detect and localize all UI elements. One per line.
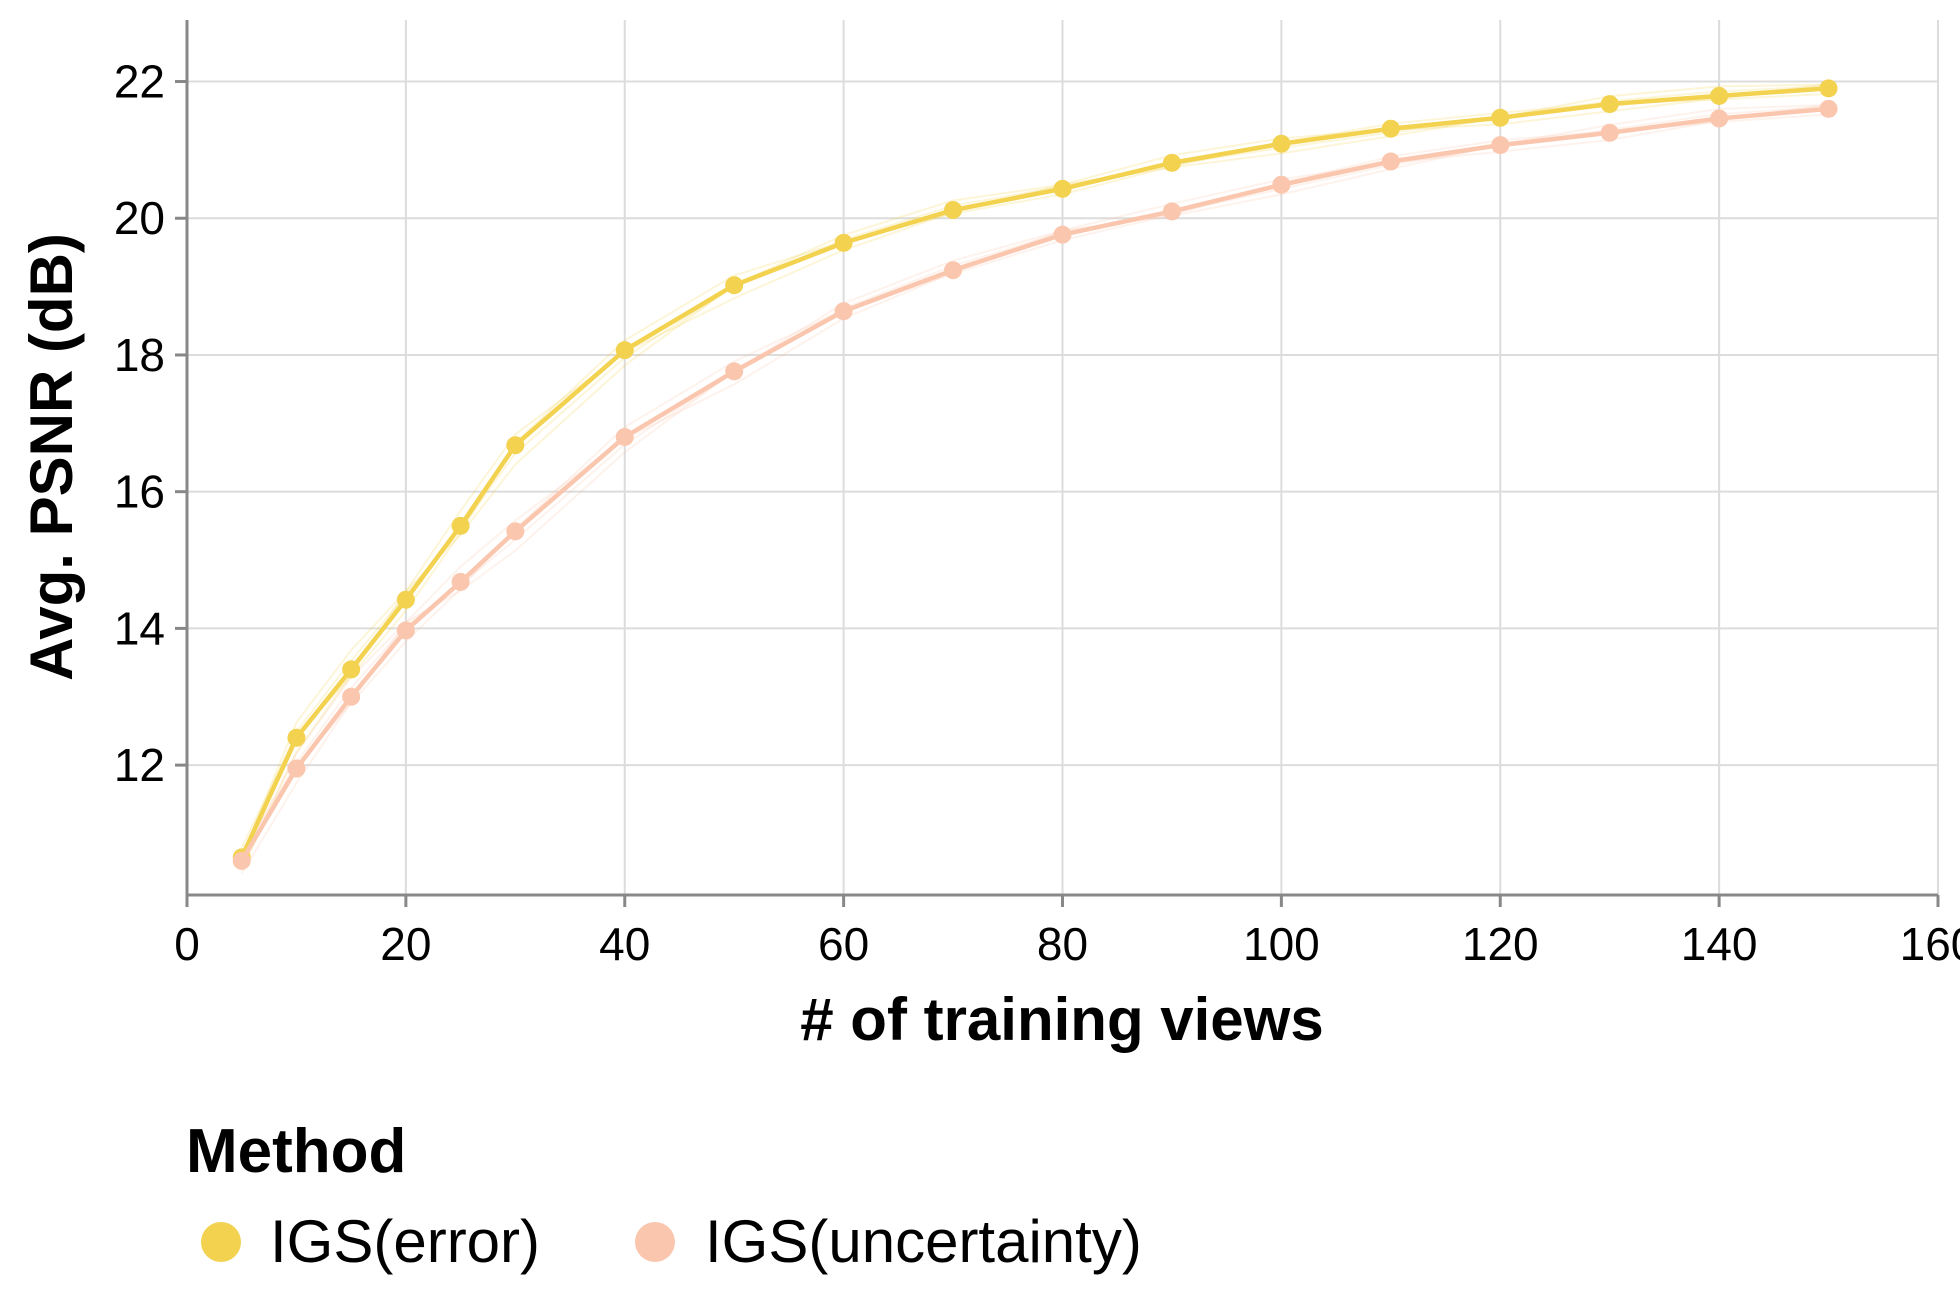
x-tick-label: 80 (1037, 918, 1088, 970)
data-point (506, 436, 525, 455)
tick-labels: 0 20 40 60 80 100 120 140 160 12 14 16 18 20 22 (114, 56, 1960, 970)
data-point (287, 728, 306, 747)
data-point (944, 201, 963, 220)
data-point (1162, 202, 1181, 221)
x-tick-label: 0 (174, 918, 200, 970)
data-point (396, 590, 415, 609)
data-point (1600, 95, 1619, 114)
y-tick-label: 22 (114, 56, 165, 108)
run-line (240, 83, 1829, 871)
y-tick-label: 12 (114, 739, 165, 791)
data-point (1491, 108, 1510, 127)
x-tick-label: 160 (1900, 918, 1960, 970)
x-tick-label: 120 (1462, 918, 1539, 970)
data-point (944, 261, 963, 280)
x-tick-label: 140 (1681, 918, 1758, 970)
legend-label-igs-uncertainty: IGS(uncertainty) (705, 1208, 1142, 1275)
data-point (1491, 136, 1510, 155)
run-line (240, 85, 1829, 860)
data-point (1710, 86, 1729, 105)
data-point (451, 516, 470, 535)
run-line (240, 92, 1829, 848)
data-point (1600, 123, 1619, 142)
data-point (287, 759, 306, 778)
data-point (342, 660, 361, 679)
x-tick-label: 20 (380, 918, 431, 970)
legend-marker-igs-error (201, 1222, 241, 1262)
data-point (1053, 225, 1072, 244)
x-axis-title: # of training views (800, 986, 1323, 1053)
data-point (1819, 79, 1838, 98)
data-point (1819, 99, 1838, 118)
data-point (1272, 134, 1291, 153)
data-point (834, 233, 853, 252)
data-point (342, 687, 361, 706)
faint-run-lines (240, 83, 1829, 875)
series-group (232, 79, 1838, 870)
data-point (451, 572, 470, 591)
legend-marker-igs-uncertainty (635, 1222, 675, 1262)
data-point (506, 522, 525, 541)
legend: Method IGS(error) IGS(uncertainty) (186, 1117, 1142, 1275)
legend-label-igs-error: IGS(error) (270, 1208, 540, 1275)
y-tick-label: 18 (114, 329, 165, 381)
data-point (615, 427, 634, 446)
series-line-igs-uncertainty (239, 106, 1829, 862)
axes (175, 20, 1940, 907)
series-line-igs-error (239, 86, 1829, 859)
y-tick-label: 16 (114, 466, 165, 518)
x-tick-label: 60 (818, 918, 869, 970)
data-point (232, 851, 251, 870)
x-tick-label: 40 (599, 918, 650, 970)
data-point (1710, 109, 1729, 128)
data-point (1381, 119, 1400, 138)
y-axis-title: Avg. PSNR (dB) (18, 233, 85, 681)
data-point (1272, 175, 1291, 194)
data-point (396, 621, 415, 640)
y-tick-label: 20 (114, 192, 165, 244)
data-point (725, 276, 744, 295)
grid-lines (187, 20, 1939, 895)
data-point (1053, 179, 1072, 198)
y-tick-label: 14 (114, 602, 165, 654)
data-point (615, 341, 634, 360)
legend-title: Method (186, 1117, 406, 1186)
x-tick-label: 100 (1243, 918, 1320, 970)
data-point (1381, 152, 1400, 171)
run-line (240, 83, 1829, 858)
run-line (240, 103, 1829, 875)
data-point (1162, 153, 1181, 172)
data-point (725, 362, 744, 381)
data-point (834, 302, 853, 321)
